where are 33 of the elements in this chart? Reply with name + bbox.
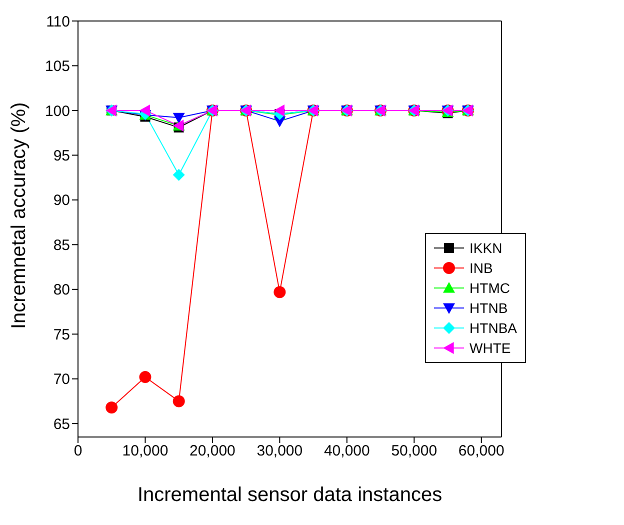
y-tick-label: 70 bbox=[53, 371, 70, 388]
x-tick-label: 30,000 bbox=[256, 442, 303, 460]
point bbox=[172, 395, 185, 408]
y-axis-title: Incremnetal accuracy (%) bbox=[8, 102, 30, 329]
legend-label: HTNB bbox=[470, 300, 508, 316]
legend-label: HTNBA bbox=[470, 320, 517, 336]
legend-label: INB bbox=[470, 260, 493, 276]
point bbox=[274, 286, 286, 298]
x-axis-title: Incremental sensor data instances bbox=[137, 484, 442, 506]
x-tick-label: 0 bbox=[74, 442, 82, 460]
point bbox=[274, 104, 284, 116]
point bbox=[139, 104, 150, 116]
legend-label: HTMC bbox=[470, 280, 510, 296]
legend-label: IKKN bbox=[470, 240, 502, 256]
legend-label: WHTE bbox=[470, 340, 511, 356]
x-tick-label: 50,000 bbox=[391, 442, 438, 460]
y-tick-label: 95 bbox=[53, 148, 70, 165]
x-tick-label: 60,000 bbox=[458, 442, 504, 460]
point bbox=[106, 401, 118, 414]
point bbox=[172, 112, 185, 124]
y-tick-label: 90 bbox=[53, 192, 70, 210]
y-tick-label: 80 bbox=[53, 282, 70, 299]
y-tick-label: 100 bbox=[44, 102, 70, 120]
y-tick-label: 110 bbox=[46, 13, 70, 30]
point bbox=[172, 168, 185, 181]
x-tick-label: 40,000 bbox=[324, 442, 370, 460]
y-tick-label: 105 bbox=[44, 58, 70, 76]
x-tick-label: 20,000 bbox=[190, 442, 236, 460]
x-tick-label: 10,000 bbox=[122, 442, 168, 460]
y-tick-label: 75 bbox=[53, 326, 70, 344]
point bbox=[139, 371, 152, 384]
y-tick-label: 85 bbox=[53, 236, 70, 254]
y-tick-label: 65 bbox=[53, 416, 70, 433]
